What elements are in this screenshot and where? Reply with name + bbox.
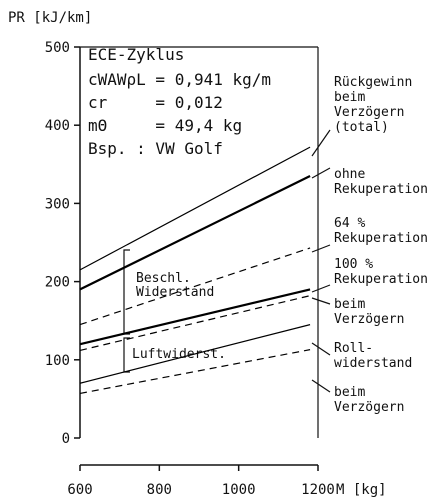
y-tick-label: 300 xyxy=(45,196,70,212)
series-label: 64 % Rekuperation xyxy=(334,216,428,246)
series-line xyxy=(79,324,311,384)
info-text: mΘ = 49,4 kg xyxy=(88,116,242,135)
y-tick-label: 0 xyxy=(62,431,70,447)
series-line xyxy=(79,295,311,351)
bracket xyxy=(123,337,130,373)
info-text: Bsp. : VW Golf xyxy=(88,139,223,158)
series-line xyxy=(79,247,311,326)
y-tick-label: 100 xyxy=(45,353,70,369)
series-label: beim Verzögern xyxy=(334,385,404,415)
series-label: Roll-widerstand xyxy=(334,341,412,371)
series-line xyxy=(79,288,311,346)
x-tick-label: 1000 xyxy=(222,482,256,498)
series-label: ohne Rekuperation xyxy=(334,167,428,197)
annotation: Luftwiderst. xyxy=(132,347,226,362)
x-tick-label: 800 xyxy=(147,482,172,498)
series-label: 100 % Rekuperation xyxy=(334,257,428,287)
y-tick-label: 400 xyxy=(45,118,70,134)
y-axis-label: PR [kJ/km] xyxy=(8,10,92,26)
x-axis-label: M [kg] xyxy=(336,482,387,498)
series-line xyxy=(79,146,311,271)
series-line xyxy=(79,175,311,291)
x-tick-label: 600 xyxy=(67,482,92,498)
y-tick-label: 500 xyxy=(45,40,70,56)
y-tick-label: 200 xyxy=(45,275,70,291)
series-line xyxy=(79,349,311,395)
info-text: cr = 0,012 xyxy=(88,93,223,112)
bracket xyxy=(123,249,130,335)
info-text: ECE-Zyklus xyxy=(88,45,184,64)
x-tick-label: 1200 xyxy=(301,482,335,498)
annotation: Beschl. Widerstand xyxy=(136,271,214,300)
series-label: beim Verzögern xyxy=(334,297,404,327)
info-text: cWAWρL = 0,941 kg/m xyxy=(88,70,271,89)
leader-lines xyxy=(311,129,331,393)
series-label: Rückgewinn beim Verzögern (total) xyxy=(334,75,412,135)
